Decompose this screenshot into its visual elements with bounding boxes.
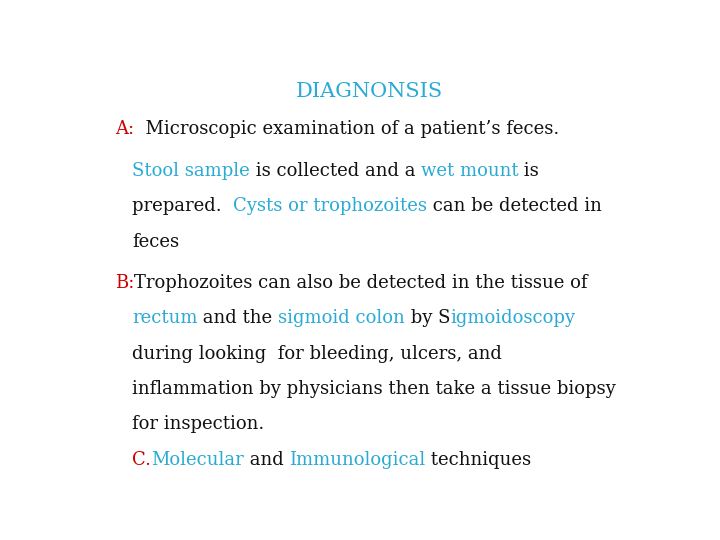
Text: can be detected in: can be detected in [427, 197, 602, 215]
Text: rectum: rectum [132, 309, 197, 327]
Text: A:: A: [115, 120, 134, 138]
Text: Stool sample: Stool sample [132, 162, 250, 180]
Text: C.: C. [132, 451, 151, 469]
Text: is collected and a: is collected and a [250, 162, 421, 180]
Text: sigmoid colon: sigmoid colon [278, 309, 405, 327]
Text: Microscopic examination of a patient’s feces.: Microscopic examination of a patient’s f… [134, 120, 559, 138]
Text: feces: feces [132, 233, 179, 251]
Text: inflammation by physicians then take a tissue biopsy: inflammation by physicians then take a t… [132, 380, 616, 398]
Text: and: and [243, 451, 289, 469]
Text: B:: B: [115, 274, 135, 292]
Text: prepared.: prepared. [132, 197, 233, 215]
Text: wet mount: wet mount [421, 162, 518, 180]
Text: for inspection.: for inspection. [132, 415, 264, 434]
Text: DIAGNONSIS: DIAGNONSIS [295, 82, 443, 102]
Text: igmoidoscopy: igmoidoscopy [451, 309, 575, 327]
Text: Trophozoites can also be detected in the tissue of: Trophozoites can also be detected in the… [135, 274, 588, 292]
Text: during looking  for bleeding, ulcers, and: during looking for bleeding, ulcers, and [132, 345, 502, 363]
Text: is: is [518, 162, 539, 180]
Text: techniques: techniques [426, 451, 531, 469]
Text: Molecular: Molecular [151, 451, 243, 469]
Text: by S: by S [405, 309, 451, 327]
Text: Immunological: Immunological [289, 451, 426, 469]
Text: and the: and the [197, 309, 278, 327]
Text: Cysts or trophozoites: Cysts or trophozoites [233, 197, 427, 215]
